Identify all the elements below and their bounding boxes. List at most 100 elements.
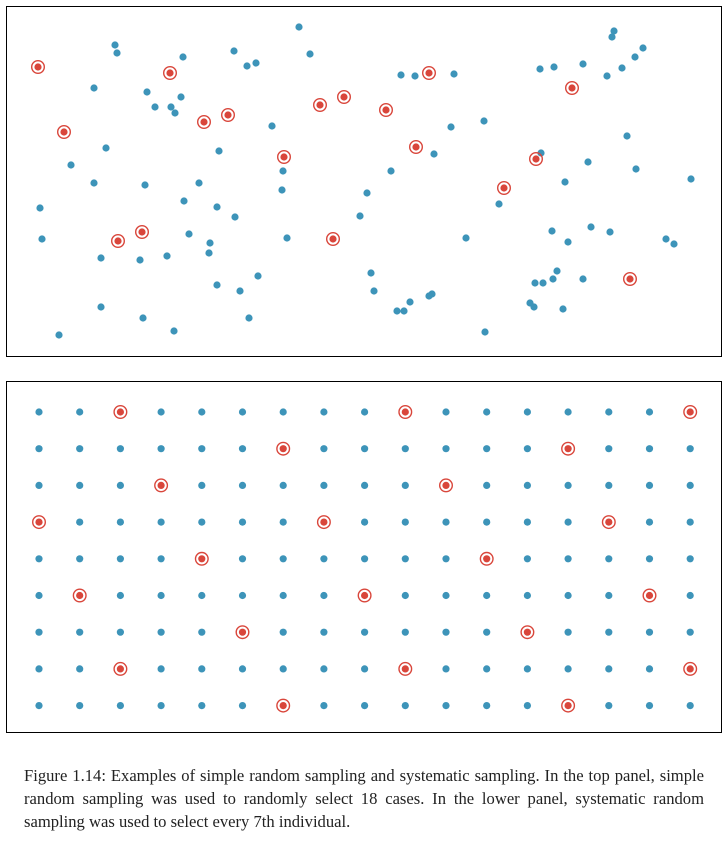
individual-dot	[483, 445, 491, 453]
individual-dot	[320, 408, 328, 416]
individual-dot	[483, 518, 491, 526]
individual-dot	[523, 555, 532, 563]
selected-case-marker	[565, 80, 580, 95]
individual-dot	[361, 518, 369, 526]
individual-dot	[645, 665, 654, 673]
population-dot	[177, 93, 185, 101]
individual-dot	[238, 555, 247, 563]
individual-dot	[564, 628, 572, 636]
individual-dot	[35, 628, 43, 636]
population-dot	[213, 281, 221, 289]
individual-dot	[279, 481, 287, 489]
individual-dot	[564, 408, 572, 416]
selected-individual-marker	[398, 405, 413, 420]
population-dot	[356, 212, 364, 220]
individual-dot	[76, 628, 84, 636]
population-dot	[430, 150, 438, 158]
individual-dot	[320, 481, 328, 489]
selected-individual-marker	[154, 478, 169, 493]
individual-dot	[361, 555, 369, 563]
population-dot	[531, 279, 539, 287]
population-dot	[139, 314, 147, 322]
individual-dot	[605, 702, 613, 710]
population-dot	[38, 235, 46, 243]
individual-dot	[198, 591, 206, 600]
selected-case-marker	[196, 114, 211, 129]
individual-dot	[686, 445, 694, 453]
population-dot	[561, 178, 569, 186]
individual-dot	[605, 445, 613, 453]
individual-dot	[116, 481, 124, 489]
population-dot	[151, 103, 159, 111]
individual-dot	[401, 702, 409, 710]
individual-dot	[645, 481, 654, 489]
population-dot	[623, 132, 631, 140]
individual-dot	[605, 481, 613, 489]
individual-dot	[564, 555, 572, 563]
individual-dot	[361, 445, 369, 453]
population-dot	[206, 239, 214, 247]
individual-dot	[198, 445, 206, 453]
selected-individual-marker	[72, 588, 87, 603]
selected-case-marker	[422, 66, 437, 81]
individual-dot	[605, 628, 613, 636]
individual-dot	[686, 555, 694, 563]
individual-dot	[483, 481, 491, 489]
individual-dot	[116, 702, 124, 710]
selected-individual-marker	[276, 441, 291, 456]
individual-dot	[198, 702, 206, 710]
selected-case-marker	[379, 102, 394, 117]
individual-dot	[198, 481, 206, 489]
population-dot	[536, 65, 544, 73]
selected-case-marker	[162, 66, 177, 81]
population-dot	[670, 240, 678, 248]
individual-dot	[238, 665, 247, 673]
population-dot	[587, 223, 595, 231]
individual-dot	[564, 591, 572, 600]
selected-individual-marker	[479, 551, 494, 566]
individual-dot	[523, 665, 532, 673]
selected-individual-marker	[561, 441, 576, 456]
population-dot	[537, 149, 545, 157]
individual-dot	[361, 481, 369, 489]
individual-dot	[35, 445, 43, 453]
population-dot	[606, 228, 614, 236]
population-dot	[450, 70, 458, 78]
individual-dot	[686, 591, 694, 600]
population-dot	[495, 200, 503, 208]
population-dot	[425, 292, 433, 300]
individual-dot	[198, 518, 206, 526]
individual-dot	[238, 445, 247, 453]
top-panel-simple-random-sampling	[6, 6, 722, 357]
individual-dot	[361, 408, 369, 416]
population-dot	[231, 213, 239, 221]
population-dot	[113, 49, 121, 57]
individual-dot	[238, 591, 247, 600]
population-dot	[367, 269, 375, 277]
individual-dot	[645, 702, 654, 710]
individual-dot	[238, 518, 247, 526]
population-dot	[67, 161, 75, 169]
population-dot	[662, 235, 670, 243]
individual-dot	[361, 628, 369, 636]
population-dot	[179, 53, 187, 61]
selected-individual-marker	[561, 698, 576, 713]
individual-dot	[76, 445, 84, 453]
individual-dot	[686, 702, 694, 710]
individual-dot	[76, 518, 84, 526]
individual-dot	[35, 481, 43, 489]
individual-dot	[564, 481, 572, 489]
individual-dot	[320, 445, 328, 453]
population-dot	[102, 144, 110, 152]
population-dot	[603, 72, 611, 80]
individual-dot	[564, 665, 572, 673]
population-dot	[143, 88, 151, 96]
population-dot	[387, 167, 395, 175]
individual-dot	[442, 555, 450, 563]
population-dot	[553, 267, 561, 275]
selected-individual-marker	[683, 661, 698, 676]
population-dot	[171, 109, 179, 117]
individual-dot	[76, 665, 84, 673]
population-dot	[195, 179, 203, 187]
individual-dot	[157, 445, 165, 453]
